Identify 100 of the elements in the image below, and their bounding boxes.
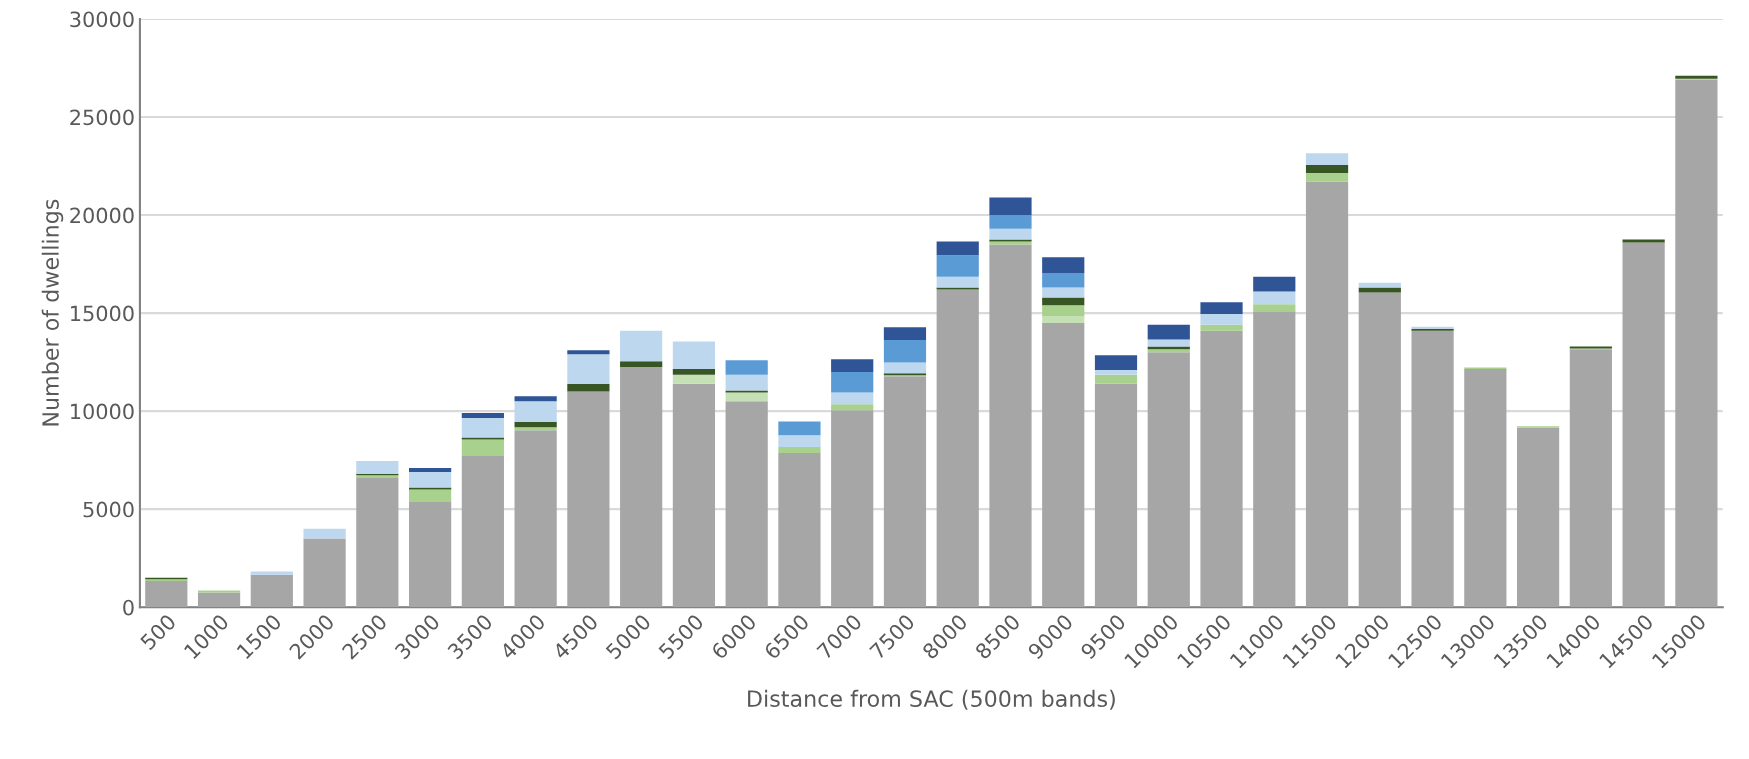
bar [883,327,927,340]
bar [1253,304,1296,312]
bar [1094,355,1138,370]
bar [1200,314,1243,325]
bar [514,421,557,428]
bar [461,439,504,456]
bar [1094,374,1138,384]
y-tick-label: 10000 [71,403,134,420]
bar [672,374,716,384]
bar [1464,368,1507,608]
bar [672,383,716,608]
bar [1042,322,1085,608]
bar [461,413,504,418]
bar [725,374,768,391]
bar [778,447,821,453]
y-tick-label: 20000 [70,207,134,224]
bar [1305,165,1349,173]
bar [1253,291,1296,305]
bar [1569,349,1612,608]
bar [778,435,821,448]
bar [883,376,927,608]
bar [989,197,1032,216]
bar [778,452,821,608]
bar [1622,239,1665,243]
bar [303,538,346,608]
bar [778,421,821,436]
bar [1042,316,1085,323]
bar [620,361,663,368]
y-tick-label: 15000 [71,305,134,322]
bar [1411,330,1454,608]
bar [514,396,557,402]
bar [989,244,1032,608]
bar [567,350,610,355]
bar [1147,352,1190,608]
bar [1253,311,1296,608]
bar [461,417,504,438]
bar [620,330,663,362]
bar [831,359,874,372]
bar [567,391,610,608]
bar [145,580,188,608]
bar [567,383,610,392]
bar [620,367,663,608]
y-tick-label: 0 [123,599,134,616]
bar [514,401,557,422]
bar [725,392,768,402]
bar [1358,292,1401,608]
y-tick-label: 5000 [83,501,134,518]
bar [1042,305,1085,317]
bar [567,354,610,384]
bar [989,215,1032,229]
y-tick-label: 25000 [70,109,134,126]
bar [1042,297,1085,306]
bar [303,528,346,539]
bar [1358,282,1401,288]
y-tick-label: 30000 [70,11,134,28]
bar [1305,172,1349,182]
bar [409,467,452,472]
bar [672,368,716,375]
bar [197,592,241,608]
bar [409,471,452,488]
bar [514,430,557,608]
bar [461,455,504,608]
x-axis-title: Distance from SAC (500m bands) [748,689,1115,710]
bar [250,574,293,608]
bar [1622,242,1665,608]
bar [1200,324,1243,331]
bar [989,228,1032,240]
bar [1305,181,1349,608]
bar [831,392,874,405]
bar [1147,324,1190,340]
x-tick-label: 500 [139,613,177,651]
bar [1253,276,1296,292]
bar [725,360,768,375]
bar [1200,302,1243,315]
bar [831,371,874,393]
bar [883,362,927,374]
bar [672,341,716,369]
bar [831,404,874,411]
bar [1305,153,1349,166]
bar [936,241,979,256]
bar [514,427,557,431]
bar [409,489,452,502]
bar [1042,272,1085,288]
bar [356,461,399,474]
bar [1200,330,1243,608]
bar [1042,287,1085,298]
bar [1094,383,1138,608]
bar [409,501,452,608]
bar [1517,427,1560,608]
y-axis-title: Number of dwellings [41,199,64,426]
bar [936,255,979,277]
bar [936,289,979,608]
bar [883,339,927,363]
bar [1675,79,1718,608]
bar [936,276,979,288]
bar [831,410,874,608]
bar [725,401,768,608]
bar [1042,257,1085,273]
bar [1094,369,1138,375]
bar [356,477,399,608]
